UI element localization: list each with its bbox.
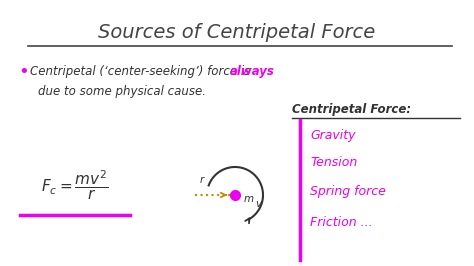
Text: $F_c = \dfrac{mv^2}{r}$: $F_c = \dfrac{mv^2}{r}$ <box>41 168 109 202</box>
Text: always: always <box>230 65 275 78</box>
Text: •: • <box>18 63 29 81</box>
Text: Centripetal (‘center-seeking’) force is: Centripetal (‘center-seeking’) force is <box>30 65 254 78</box>
Text: v: v <box>255 199 261 209</box>
Text: due to some physical cause.: due to some physical cause. <box>38 85 206 98</box>
Text: Tension: Tension <box>310 156 357 168</box>
Text: r: r <box>200 175 204 185</box>
Text: Sources of Centripetal Force: Sources of Centripetal Force <box>99 23 375 41</box>
Text: Spring force: Spring force <box>310 185 386 198</box>
Text: m: m <box>244 194 254 204</box>
Text: Gravity: Gravity <box>310 128 356 142</box>
Text: Centripetal Force:: Centripetal Force: <box>292 103 411 117</box>
Text: Friction ...: Friction ... <box>310 215 373 228</box>
